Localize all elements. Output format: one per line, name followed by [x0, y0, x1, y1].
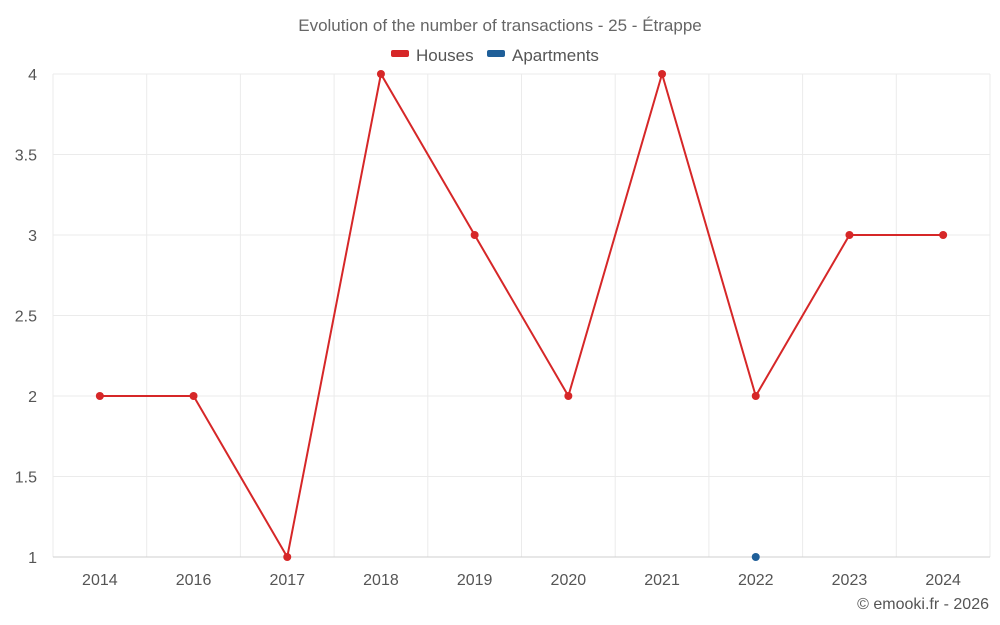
- data-point-houses: [95, 392, 104, 400]
- series-line-houses: [99, 73, 944, 558]
- credit-text: © emooki.fr - 2026: [857, 596, 989, 613]
- data-point-houses: [658, 70, 667, 78]
- data-point-houses: [845, 231, 854, 239]
- chart-title: Evolution of the number of transactions …: [298, 16, 702, 35]
- series: [95, 70, 948, 561]
- x-tick-label: 2023: [832, 572, 868, 589]
- data-point-houses: [283, 553, 292, 561]
- data-point-houses: [376, 70, 385, 78]
- x-tick-label: 2019: [457, 572, 493, 589]
- legend-label-apartments[interactable]: Apartments: [512, 46, 599, 65]
- y-tick-label: 2.5: [15, 309, 37, 326]
- data-point-houses: [470, 231, 479, 239]
- x-tick-label: 2024: [925, 572, 961, 589]
- x-tick-label: 2016: [176, 572, 212, 589]
- x-tick-label: 2017: [269, 572, 305, 589]
- data-point-houses: [939, 231, 948, 239]
- x-tick-label: 2018: [363, 572, 399, 589]
- data-point-apartments: [751, 553, 760, 561]
- data-point-houses: [751, 392, 760, 400]
- legend-label-houses[interactable]: Houses: [416, 46, 474, 65]
- y-tick-label: 3.5: [15, 148, 37, 165]
- data-point-houses: [564, 392, 573, 400]
- x-tick-label: 2021: [644, 572, 680, 589]
- series-houses: [95, 70, 948, 561]
- y-tick-label: 3: [28, 228, 37, 245]
- legend-swatch-apartments: [487, 50, 505, 57]
- y-tick-label: 4: [28, 67, 37, 84]
- x-tick-label: 2022: [738, 572, 774, 589]
- legend: Houses Apartments: [391, 46, 599, 65]
- x-tick-label: 2020: [551, 572, 587, 589]
- y-tick-label: 1: [28, 550, 37, 567]
- data-point-houses: [189, 392, 198, 400]
- axes: 1 1.5 2 2.5 3 3.5 4 2014 2016 2017 2018 2019 2020 202…: [15, 67, 990, 589]
- y-tick-label: 2: [28, 389, 37, 406]
- legend-swatch-houses: [391, 50, 409, 57]
- series-apartments: [751, 553, 760, 561]
- x-tick-label: 2014: [82, 572, 118, 589]
- y-tick-label: 1.5: [15, 470, 37, 487]
